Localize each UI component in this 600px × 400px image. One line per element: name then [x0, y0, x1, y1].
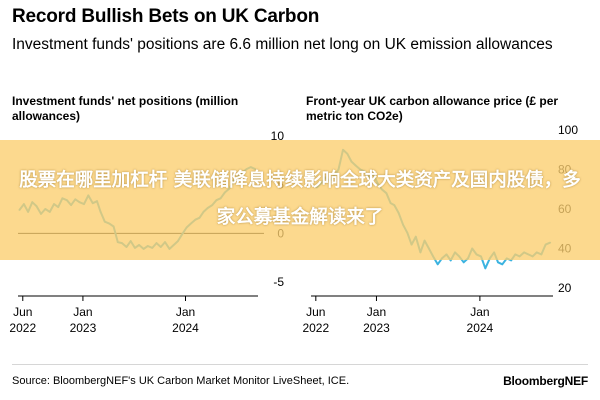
left-x-tick-label-0-line1: Jun [13, 305, 32, 319]
overlay-banner-text: 股票在哪里加杠杆 美联储降息持续影响全球大类资产及国内股债，多家公募基金解读来了 [19, 170, 581, 228]
chart-subtitle: Investment funds' positions are 6.6 mill… [12, 36, 553, 53]
left-y-tick-label-3: -5 [273, 275, 284, 289]
brand-logo: BloombergNEF [503, 374, 588, 388]
left-x-tick-label-0-line2: 2022 [9, 321, 36, 335]
left-x-tick-label-1-line2: 2023 [70, 321, 97, 335]
right-data-point-43 [497, 261, 499, 264]
right-data-point-40 [484, 267, 487, 270]
right-y-tick-label-0: 100 [558, 123, 578, 137]
left-panel-title: Investment funds' net positions (million… [12, 94, 239, 123]
right-x-tick-label-2-line2: 2024 [467, 321, 494, 335]
right-x-tick-label-2-line1: Jan [470, 305, 489, 319]
source-note: Source: BloombergNEF's UK Carbon Market … [12, 375, 350, 387]
footer-divider [12, 364, 588, 365]
overlay-banner [0, 140, 600, 260]
right-x-tick-label-0-line1: Jun [306, 305, 325, 319]
left-y-tick-label-0: 10 [271, 129, 285, 143]
right-x-tick-label-0-line2: 2022 [302, 321, 329, 335]
right-data-point-44 [501, 263, 504, 266]
right-data-point-35 [462, 261, 465, 264]
right-x-tick-label-1-line2: 2023 [363, 321, 390, 335]
left-x-tick-label-1-line1: Jan [73, 305, 92, 319]
right-x-tick-label-1-line1: Jan [367, 305, 386, 319]
left-x-tick-label-2-line2: 2024 [172, 321, 199, 335]
right-y-tick-label-4: 20 [558, 281, 572, 295]
right-data-point-29 [436, 263, 439, 266]
chart-title: Record Bullish Bets on UK Carbon [12, 6, 320, 27]
left-x-tick-label-2-line1: Jan [176, 305, 195, 319]
right-panel-title: Front-year UK carbon allowance price (£ … [306, 94, 559, 123]
